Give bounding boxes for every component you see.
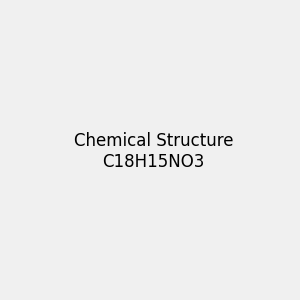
Text: Chemical Structure
C18H15NO3: Chemical Structure C18H15NO3 — [74, 132, 233, 171]
